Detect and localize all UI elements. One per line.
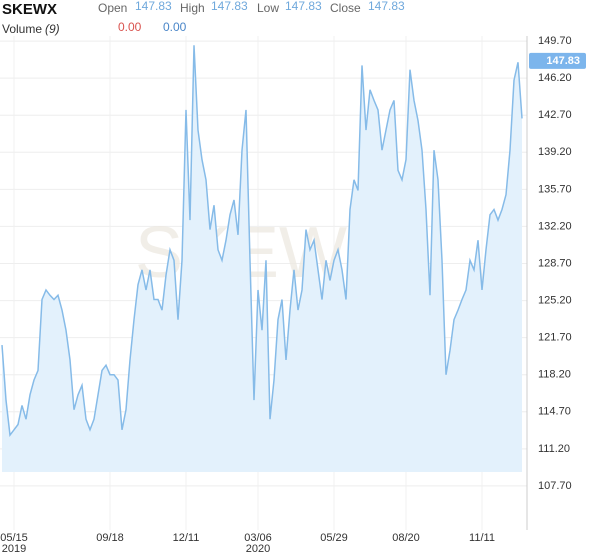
y-tick-label: 114.70 bbox=[538, 406, 571, 418]
x-tick-label: 05/15 bbox=[0, 532, 28, 544]
last-price-label: 147.83 bbox=[546, 55, 580, 67]
y-tick-label: 149.70 bbox=[538, 35, 572, 47]
y-tick-label: 128.70 bbox=[538, 257, 572, 269]
y-tick-label: 111.20 bbox=[538, 443, 570, 455]
field-value: 147.83 bbox=[368, 0, 405, 13]
x-tick-label: 05/29 bbox=[320, 532, 348, 544]
ticker: SKEWX bbox=[2, 1, 57, 18]
x-tick-year: 2020 bbox=[246, 543, 270, 555]
x-tick-year: 2019 bbox=[2, 543, 26, 555]
y-tick-label: 146.20 bbox=[538, 72, 572, 84]
y-tick-label: 135.70 bbox=[538, 183, 572, 195]
field-label: Open bbox=[98, 1, 127, 15]
x-tick-label: 12/11 bbox=[173, 532, 200, 544]
area-fill bbox=[2, 45, 522, 472]
x-tick-label: 09/18 bbox=[96, 532, 124, 544]
field-label: Close bbox=[330, 1, 361, 15]
volume-period: (9) bbox=[45, 22, 60, 36]
y-tick-label: 118.20 bbox=[538, 369, 571, 381]
y-tick-label: 132.20 bbox=[538, 220, 572, 232]
y-tick-label: 142.70 bbox=[538, 109, 572, 121]
x-tick-label: 03/06 bbox=[244, 532, 272, 544]
field-label: Low bbox=[257, 1, 279, 15]
x-tick-label: 08/20 bbox=[392, 532, 420, 544]
volume-label: Volume bbox=[2, 22, 42, 36]
y-tick-label: 139.20 bbox=[538, 146, 572, 158]
field-value: 147.83 bbox=[211, 0, 248, 13]
last-price-tag bbox=[529, 52, 586, 69]
y-tick-label: 125.20 bbox=[538, 294, 572, 306]
plot bbox=[1, 45, 523, 472]
field-value: 147.83 bbox=[285, 0, 322, 13]
x-tick-label: 11/11 bbox=[469, 532, 495, 544]
field-value: 147.83 bbox=[135, 0, 172, 13]
y-tick-label: 121.70 bbox=[538, 332, 572, 344]
field-label: High bbox=[180, 1, 205, 15]
volume-value: 0.00 bbox=[163, 20, 187, 34]
volume-value: 0.00 bbox=[118, 20, 142, 34]
price-line bbox=[1, 45, 523, 438]
y-tick-label: 107.70 bbox=[538, 480, 572, 492]
